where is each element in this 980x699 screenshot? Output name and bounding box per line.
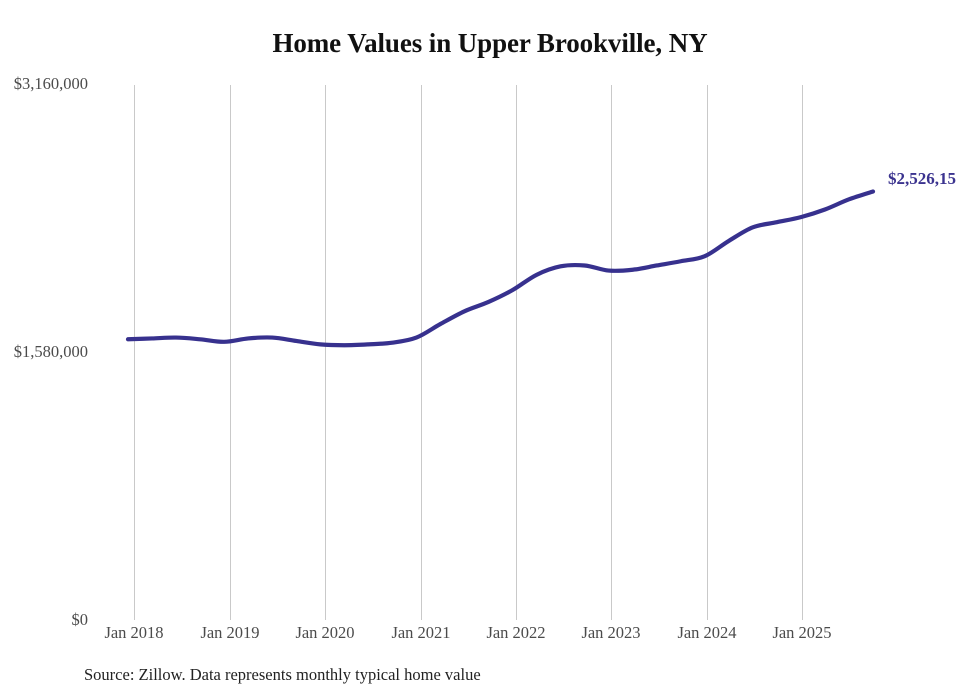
end-value-label: $2,526,15 (888, 169, 956, 188)
gridline-jan-2021 (421, 85, 422, 620)
x-axis-tick-label-jan-2021: Jan 2021 (391, 623, 451, 642)
gridline-jan-2019 (230, 85, 231, 620)
source-note: Source: Zillow. Data represents monthly … (84, 665, 481, 684)
x-axis-tick-label-jan-2025: Jan 2025 (772, 623, 832, 642)
x-axis-tick-label-jan-2020: Jan 2020 (295, 623, 355, 642)
gridline-jan-2025 (802, 85, 803, 620)
gridline-jan-2020 (325, 85, 326, 620)
y-axis-tick-label-mid: $1,580,000 (13, 342, 88, 361)
x-axis-tick-label-jan-2023: Jan 2023 (581, 623, 641, 642)
page-title: Home Values in Upper Brookville, NY (272, 28, 708, 58)
gridline-jan-2024 (707, 85, 708, 620)
gridline-jan-2022 (516, 85, 517, 620)
x-axis-tick-label-jan-2024: Jan 2024 (677, 623, 737, 642)
x-axis-tick-label-jan-2022: Jan 2022 (486, 623, 546, 642)
x-axis-tick-label-jan-2018: Jan 2018 (104, 623, 164, 642)
gridline-jan-2023 (611, 85, 612, 620)
gridline-jan-2018 (134, 85, 135, 620)
y-axis-tick-label-bottom: $0 (71, 610, 89, 629)
y-axis-tick-label-top: $3,160,000 (13, 74, 88, 93)
x-axis-tick-label-jan-2019: Jan 2019 (200, 623, 260, 642)
